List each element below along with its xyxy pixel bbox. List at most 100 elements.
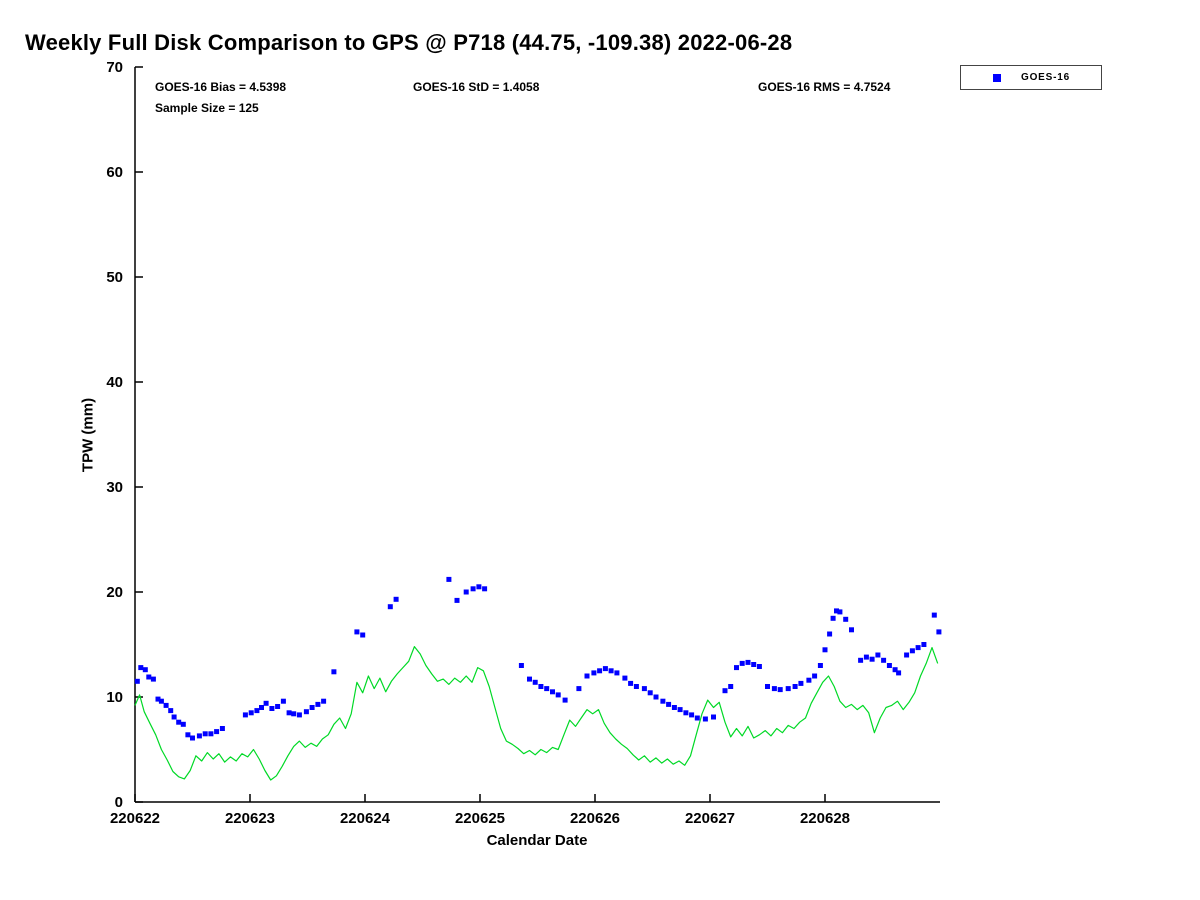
- annotation-bias: GOES-16 Bias = 4.5398: [155, 80, 287, 94]
- goes16-marker: [597, 668, 603, 674]
- x-axis-label: Calendar Date: [486, 832, 588, 849]
- goes16-marker: [171, 714, 177, 720]
- goes16-marker: [168, 708, 174, 714]
- goes16-marker: [886, 663, 892, 668]
- goes16-marker: [190, 735, 195, 741]
- goes16-marker: [242, 712, 248, 718]
- goes16-marker: [689, 712, 695, 718]
- goes16-marker: [576, 686, 582, 692]
- goes16-marker: [647, 690, 653, 696]
- goes16-marker: [827, 631, 833, 637]
- goes16-marker: [354, 629, 360, 635]
- goes16-marker: [751, 662, 757, 667]
- goes16-marker: [671, 705, 677, 710]
- x-tick-label: 220627: [685, 810, 735, 827]
- goes16-marker: [150, 676, 156, 682]
- goes16-marker: [185, 732, 191, 738]
- y-tick-label: 30: [106, 479, 123, 496]
- goes16-marker: [694, 715, 700, 721]
- goes16-marker: [771, 686, 777, 692]
- goes16-marker: [660, 698, 666, 704]
- x-tick-label: 220628: [800, 810, 850, 827]
- x-tick-label: 220626: [570, 810, 620, 827]
- goes16-marker: [482, 586, 488, 592]
- goes16-marker: [728, 684, 734, 689]
- goes16-marker: [296, 712, 302, 718]
- goes16-marker: [936, 629, 942, 635]
- goes16-marker: [837, 609, 843, 615]
- x-tick-label: 220622: [110, 810, 160, 827]
- goes16-marker: [163, 702, 169, 708]
- goes16-marker: [248, 710, 254, 716]
- goes16-marker: [470, 586, 476, 592]
- goes16-marker: [622, 675, 628, 681]
- y-tick-label: 50: [106, 269, 123, 286]
- goes16-marker: [614, 670, 620, 676]
- goes16-marker: [142, 667, 148, 673]
- goes16-marker: [792, 684, 798, 689]
- goes16-marker: [555, 692, 561, 698]
- goes16-marker: [263, 700, 269, 706]
- goes16-marker: [146, 674, 152, 680]
- goes16-marker: [544, 686, 550, 692]
- goes16-marker: [806, 677, 812, 683]
- goes16-marker: [280, 698, 286, 704]
- y-tick-label: 0: [115, 794, 123, 811]
- goes16-marker: [463, 589, 469, 595]
- goes16-marker: [683, 710, 689, 716]
- goes16-marker: [180, 721, 186, 727]
- y-tick-label: 60: [106, 164, 123, 181]
- goes16-marker: [881, 657, 887, 663]
- goes16-marker: [214, 729, 220, 735]
- y-tick-label: 20: [106, 584, 123, 601]
- goes16-marker: [387, 604, 393, 610]
- goes16-marker: [584, 673, 590, 679]
- goes16-marker: [843, 616, 849, 622]
- goes16-marker: [863, 654, 869, 660]
- goes16-marker: [315, 701, 321, 707]
- goes16-marker: [259, 705, 264, 710]
- goes16-marker: [849, 627, 854, 633]
- x-tick-label: 220624: [340, 810, 391, 827]
- goes16-marker: [822, 647, 828, 653]
- goes16-marker: [155, 696, 161, 702]
- goes16-marker: [633, 684, 639, 689]
- goes16-marker: [896, 670, 902, 676]
- goes16-marker: [869, 656, 875, 662]
- goes16-marker: [275, 704, 281, 709]
- goes16-marker: [875, 652, 881, 658]
- goes16-marker: [202, 731, 208, 737]
- goes16-marker: [677, 707, 683, 713]
- goes16-marker: [527, 676, 532, 682]
- goes16-marker: [653, 694, 659, 700]
- goes16-marker: [915, 645, 921, 651]
- goes16-marker: [309, 705, 315, 710]
- goes16-marker: [550, 689, 555, 695]
- goes16-marker: [666, 701, 672, 707]
- goes16-marker: [834, 608, 839, 614]
- goes16-marker: [785, 686, 791, 692]
- y-tick-label: 70: [106, 59, 123, 76]
- goes16-marker: [777, 687, 783, 693]
- goes16-marker: [798, 680, 804, 686]
- goes16-marker: [254, 708, 260, 714]
- x-tick-label: 220623: [225, 810, 275, 827]
- goes16-marker: [360, 632, 366, 638]
- annotation-rms: GOES-16 RMS = 4.7524: [758, 80, 891, 94]
- y-axis-label: TPW (mm): [79, 397, 97, 473]
- goes16-marker: [909, 648, 915, 654]
- goes16-marker: [446, 576, 452, 582]
- goes16-marker: [591, 670, 597, 676]
- goes16-marker: [134, 678, 140, 684]
- annotation-std: GOES-16 StD = 1.4058: [413, 80, 540, 94]
- goes16-marker: [538, 684, 544, 689]
- goes16-marker: [921, 642, 927, 647]
- chart-title: Weekly Full Disk Comparison to GPS @ P71…: [25, 30, 793, 55]
- goes16-marker: [138, 665, 144, 671]
- goes16-marker: [817, 663, 823, 668]
- goes16-marker: [518, 663, 524, 668]
- legend-marker-goes16-icon: [993, 73, 1001, 82]
- goes16-marker: [321, 698, 327, 704]
